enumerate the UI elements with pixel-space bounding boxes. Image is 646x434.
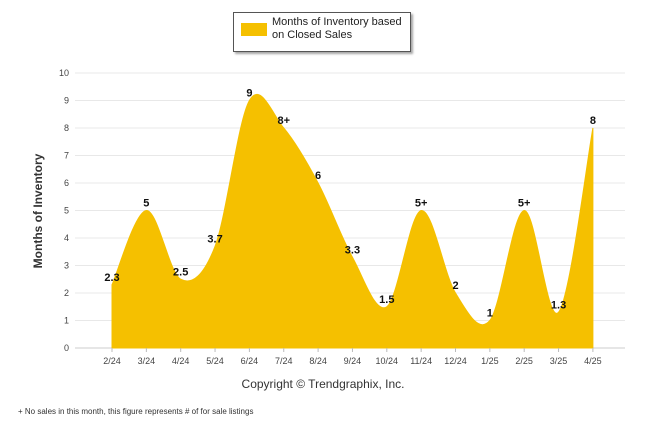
data-label: 6 — [315, 170, 321, 182]
x-tick-label: 9/24 — [344, 356, 362, 366]
data-label: 3.7 — [207, 233, 222, 245]
data-label: 1.3 — [551, 299, 566, 311]
area-fill — [111, 93, 594, 349]
y-tick-label: 0 — [64, 343, 69, 353]
data-label: 8+ — [277, 115, 290, 127]
x-tick-label: 5/24 — [206, 356, 224, 366]
x-tick-label: 8/24 — [309, 356, 327, 366]
y-axis-label: Months of Inventory — [31, 153, 45, 268]
x-tick-label: 2/24 — [103, 356, 121, 366]
y-tick-label: 10 — [59, 68, 69, 78]
x-tick-label: 3/25 — [550, 356, 568, 366]
x-tick-label: 4/24 — [172, 356, 190, 366]
data-label: 3.3 — [345, 244, 360, 256]
legend-label: Months of Inventory based on Closed Sale… — [272, 16, 402, 41]
data-label: 2 — [452, 280, 458, 292]
y-tick-label: 8 — [64, 123, 69, 133]
x-axis-ticks: 2/24 3/24 4/24 5/24 6/24 7/24 8/24 9/24 10/24 11/… — [103, 348, 602, 366]
data-label: 2.3 — [104, 272, 119, 284]
data-label: 5+ — [518, 198, 531, 210]
y-axis-ticks: 0 1 2 3 4 5 6 7 8 9 10 — [59, 68, 69, 353]
data-label: 9 — [246, 88, 252, 100]
x-tick-label: 10/24 — [376, 356, 399, 366]
legend-swatch — [241, 23, 267, 36]
area-series — [111, 93, 594, 349]
y-tick-label: 6 — [64, 178, 69, 188]
y-tick-label: 3 — [64, 261, 69, 271]
data-label: 5 — [143, 198, 149, 210]
x-tick-label: 1/25 — [481, 356, 499, 366]
x-tick-label: 7/24 — [275, 356, 293, 366]
y-tick-label: 4 — [64, 233, 69, 243]
x-tick-label: 3/24 — [138, 356, 156, 366]
legend: Months of Inventory based on Closed Sale… — [233, 12, 411, 52]
data-label: 1 — [487, 308, 493, 320]
data-label: 1.5 — [379, 294, 394, 306]
x-tick-label: 6/24 — [241, 356, 259, 366]
data-label: 5+ — [415, 198, 428, 210]
x-tick-label: 4/25 — [584, 356, 602, 366]
y-tick-label: 2 — [64, 288, 69, 298]
footnote: + No sales in this month, this figure re… — [18, 407, 254, 416]
x-tick-label: 2/25 — [515, 356, 533, 366]
data-label: 2.5 — [173, 266, 188, 278]
x-tick-label: 12/24 — [444, 356, 467, 366]
y-tick-label: 9 — [64, 96, 69, 106]
y-tick-label: 7 — [64, 151, 69, 161]
y-tick-label: 5 — [64, 206, 69, 216]
data-label: 8 — [590, 115, 596, 127]
data-labels: 2.3 5 2.5 3.7 9 8+ 6 3.3 1.5 5+ 2 1 5+ 1.3 8 — [104, 88, 596, 321]
x-tick-label: 11/24 — [410, 356, 432, 366]
copyright-text: Copyright © Trendgraphix, Inc. — [241, 377, 405, 391]
y-tick-label: 1 — [64, 316, 69, 326]
